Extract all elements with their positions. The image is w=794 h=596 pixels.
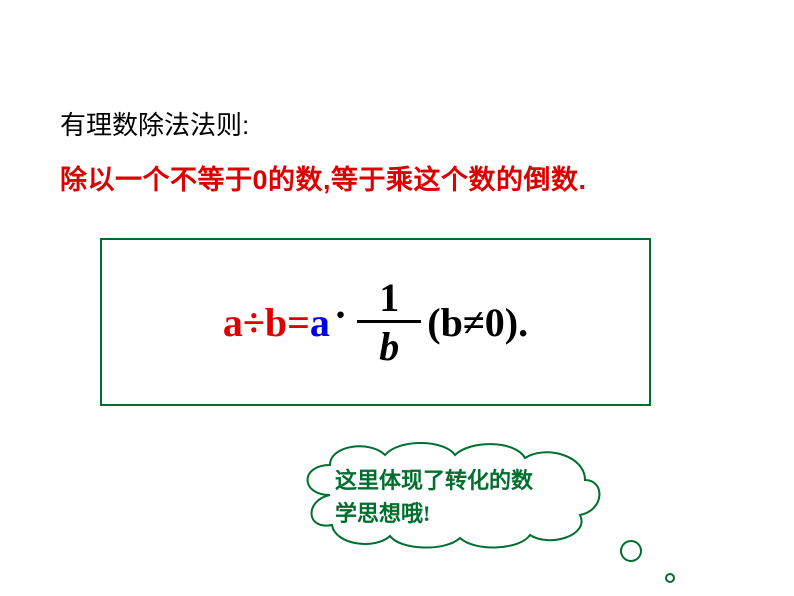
fraction-denominator: b: [373, 323, 405, 367]
thought-bubble-small: [665, 573, 675, 583]
rule-statement: 除以一个不等于0的数,等于乘这个数的倒数.: [60, 158, 587, 197]
thought-bubble-medium: [620, 540, 642, 562]
formula: a ÷ b = a · 1 b (b≠0).: [223, 278, 528, 367]
formula-dot: ·: [334, 291, 347, 338]
formula-box: a ÷ b = a · 1 b (b≠0).: [100, 238, 651, 406]
thought-cloud: 这里体现了转化的数 学思想哦!: [290, 440, 610, 552]
formula-b-left: b: [265, 299, 287, 346]
cloud-line2: 学思想哦!: [335, 501, 430, 526]
formula-a-right: a: [310, 299, 330, 346]
formula-fraction: 1 b: [357, 278, 421, 367]
cloud-line1: 这里体现了转化的数: [335, 468, 533, 493]
fraction-numerator: 1: [373, 278, 405, 320]
formula-condition: (b≠0).: [427, 299, 528, 346]
formula-divide: ÷: [243, 299, 265, 346]
rule-heading: 有理数除法法则:: [60, 105, 249, 142]
cloud-text: 这里体现了转化的数 学思想哦!: [335, 464, 533, 530]
formula-a-left: a: [223, 299, 243, 346]
formula-equals: =: [287, 299, 310, 346]
